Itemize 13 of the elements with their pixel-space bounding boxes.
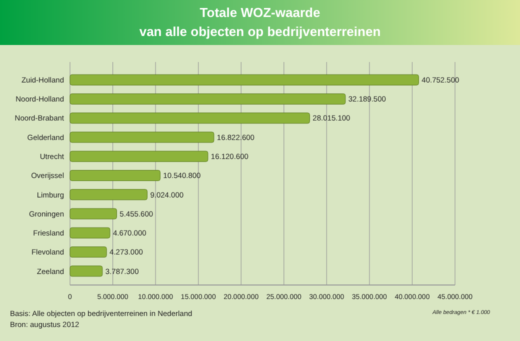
bar: [70, 227, 110, 238]
bar: [70, 93, 346, 105]
bar: [70, 112, 310, 124]
bar: [70, 74, 419, 86]
bar: [70, 132, 214, 143]
chart-subtitle: van alle objecten op bedrijventerreinen: [139, 24, 381, 39]
bar: [70, 170, 160, 182]
bar: [70, 208, 117, 220]
bar: [70, 246, 107, 258]
bar: [70, 266, 103, 277]
chart-title: Totale WOZ-waarde: [200, 5, 320, 20]
bar: [70, 189, 148, 200]
bar: [70, 150, 208, 162]
